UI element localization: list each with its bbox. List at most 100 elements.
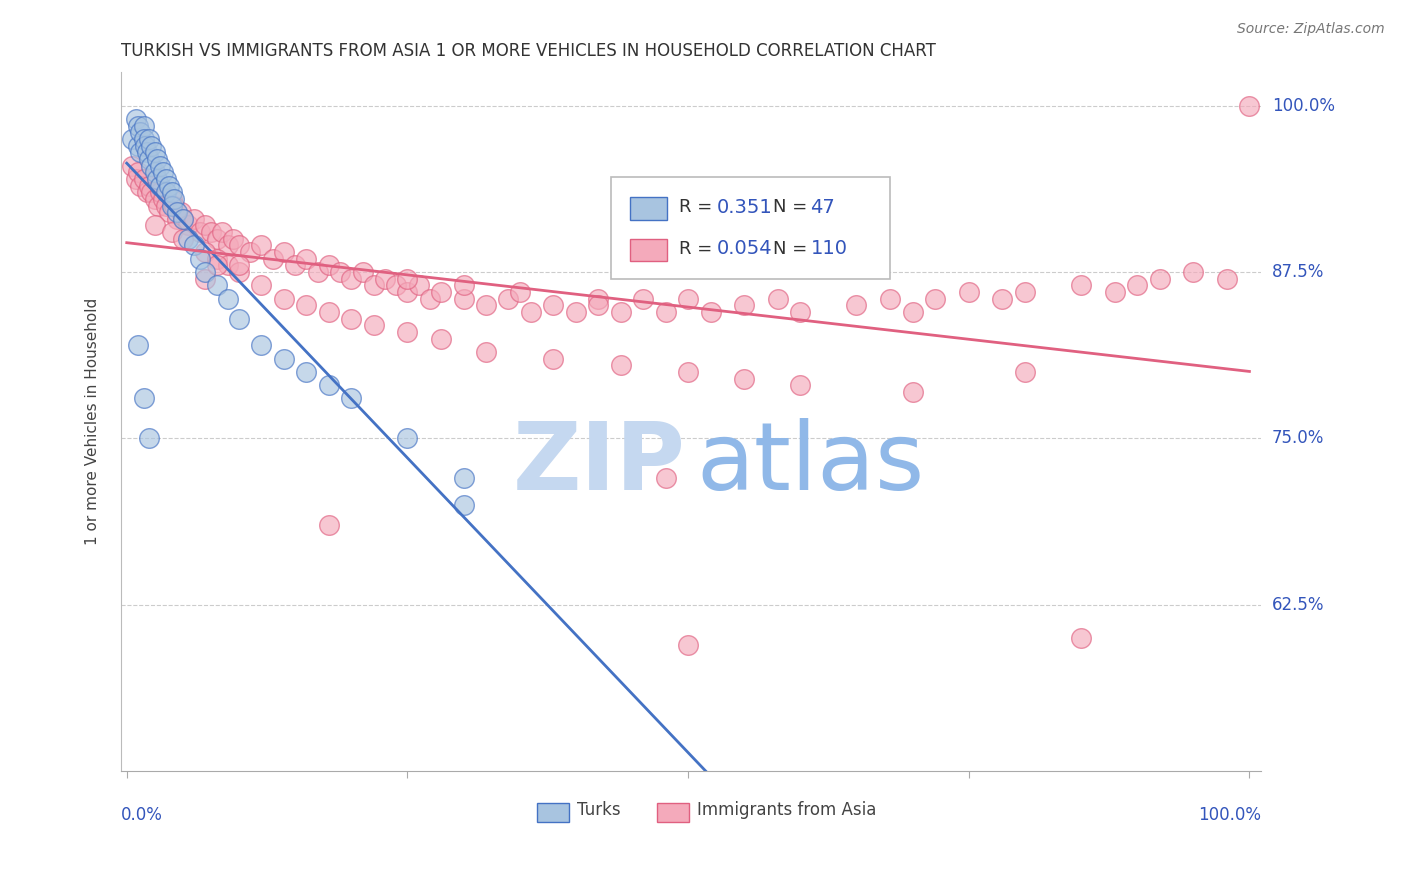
Point (396, 325, 419, 339)
Point (183, 238, 205, 252)
Bar (537, 803, 569, 822)
Text: 0.054: 0.054 (717, 239, 773, 258)
Point (340, 311, 363, 326)
Point (222, 232, 245, 246)
Point (127, 119, 149, 133)
Text: 47: 47 (810, 198, 835, 217)
Point (132, 132, 155, 146)
Point (250, 278, 273, 293)
Point (228, 265, 250, 279)
Text: ZIP: ZIP (512, 417, 685, 509)
Point (609, 305, 631, 319)
Point (408, 278, 430, 293)
Text: 110: 110 (810, 239, 848, 258)
Point (419, 292, 441, 306)
Point (160, 198, 183, 212)
FancyBboxPatch shape (630, 197, 666, 219)
Point (205, 259, 228, 273)
Text: 100.0%: 100.0% (1198, 806, 1261, 824)
Point (138, 432, 160, 446)
Point (509, 285, 531, 299)
Text: TURKISH VS IMMIGRANTS FROM ASIA 1 OR MORE VEHICLES IN HOUSEHOLD CORRELATION CHAR: TURKISH VS IMMIGRANTS FROM ASIA 1 OR MOR… (121, 42, 936, 60)
Point (789, 305, 811, 319)
Point (430, 285, 453, 299)
Point (132, 392, 155, 406)
Point (1149, 271, 1171, 285)
Point (631, 292, 654, 306)
Point (273, 245, 295, 260)
Point (148, 198, 170, 212)
Point (177, 232, 200, 246)
Point (363, 278, 385, 293)
Point (166, 205, 188, 219)
Point (295, 252, 318, 266)
Point (676, 638, 699, 652)
Point (352, 265, 374, 279)
Point (991, 292, 1014, 306)
Text: 87.5%: 87.5% (1272, 263, 1324, 281)
Point (160, 225, 183, 239)
Point (177, 219, 200, 233)
Point (789, 378, 811, 392)
Point (1070, 631, 1092, 645)
Point (194, 245, 217, 260)
Point (121, 159, 143, 173)
Point (273, 351, 295, 366)
Point (141, 185, 163, 199)
FancyBboxPatch shape (612, 178, 890, 278)
Point (520, 305, 543, 319)
Point (205, 278, 228, 293)
Point (155, 172, 177, 186)
Point (127, 138, 149, 153)
Point (699, 305, 721, 319)
Point (163, 198, 186, 212)
Point (654, 471, 676, 485)
Point (125, 112, 148, 126)
Point (396, 285, 419, 299)
Point (155, 185, 177, 199)
Point (957, 285, 980, 299)
Point (1104, 285, 1126, 299)
Point (121, 132, 143, 146)
Point (152, 165, 174, 179)
Point (733, 371, 755, 385)
Text: R =: R = (679, 239, 718, 258)
Point (1126, 278, 1149, 293)
Point (149, 159, 172, 173)
Text: N =: N = (773, 198, 813, 216)
Point (129, 145, 152, 160)
Point (588, 292, 610, 306)
Point (169, 205, 191, 219)
Point (1014, 365, 1036, 379)
Point (453, 498, 475, 512)
Point (141, 159, 163, 173)
Text: atlas: atlas (696, 417, 925, 509)
Point (172, 211, 194, 226)
Point (262, 252, 284, 266)
Point (340, 392, 363, 406)
Point (194, 271, 217, 285)
Point (217, 259, 239, 273)
Point (143, 145, 166, 160)
Point (879, 292, 901, 306)
Text: 100.0%: 100.0% (1272, 96, 1334, 115)
Point (132, 119, 155, 133)
Point (430, 332, 453, 346)
Point (1182, 265, 1205, 279)
Point (217, 238, 239, 252)
Text: 0.351: 0.351 (717, 198, 773, 217)
Point (543, 351, 565, 366)
Point (733, 298, 755, 312)
Point (138, 178, 160, 193)
Point (295, 365, 318, 379)
Point (318, 305, 340, 319)
Point (155, 198, 177, 212)
Point (143, 219, 166, 233)
Point (307, 265, 329, 279)
Point (475, 298, 498, 312)
Point (1014, 285, 1036, 299)
Bar (657, 803, 689, 822)
Point (588, 298, 610, 312)
Point (132, 172, 155, 186)
Point (141, 138, 163, 153)
